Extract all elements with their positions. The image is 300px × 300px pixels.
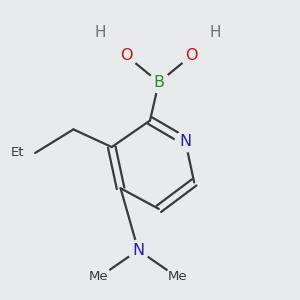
Text: N: N	[179, 134, 191, 149]
Text: O: O	[120, 48, 133, 63]
Text: H: H	[94, 25, 106, 40]
Text: N: N	[132, 243, 144, 258]
Text: Me: Me	[89, 270, 108, 283]
Text: O: O	[185, 48, 197, 63]
Text: Me: Me	[168, 270, 188, 283]
Text: Et: Et	[11, 146, 24, 159]
Text: H: H	[209, 25, 220, 40]
Text: B: B	[153, 75, 164, 90]
